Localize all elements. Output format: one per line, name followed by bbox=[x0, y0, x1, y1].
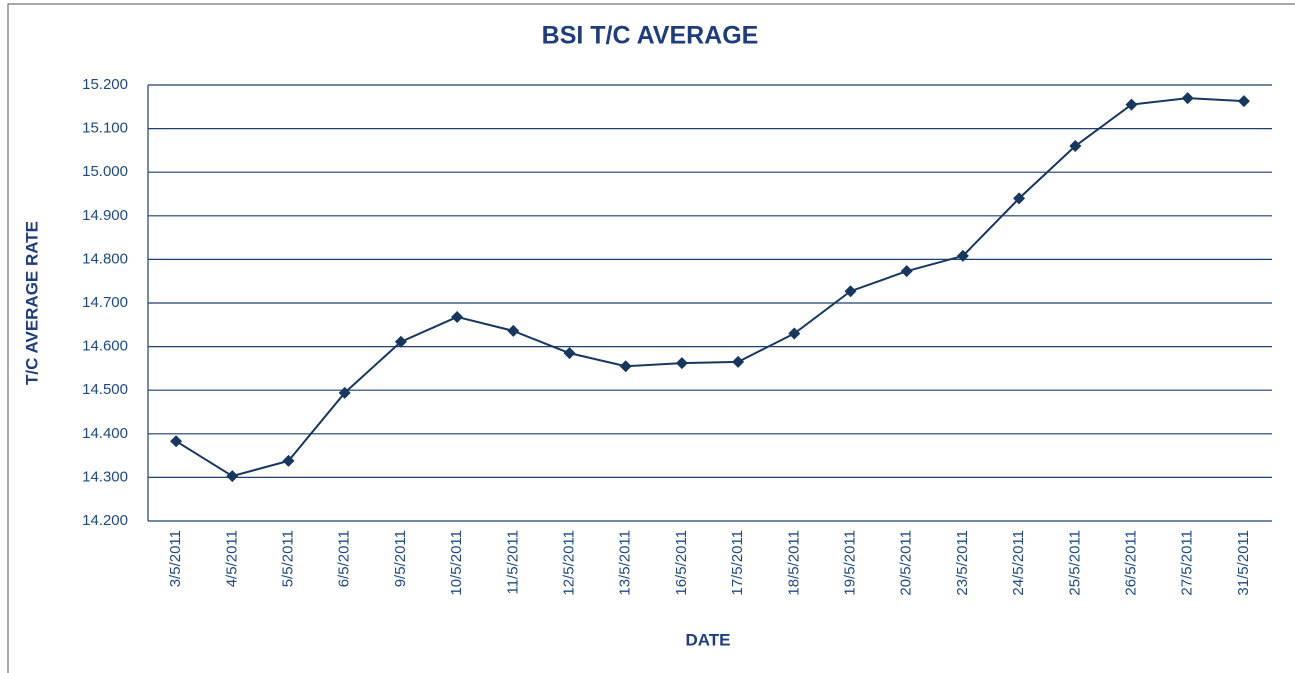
y-tick-label: 14.300 bbox=[82, 468, 128, 485]
x-tick-label: 31/5/2011 bbox=[1235, 530, 1252, 596]
data-point bbox=[451, 310, 464, 323]
x-tick-label: 19/5/2011 bbox=[841, 530, 858, 596]
x-axis-title: DATE bbox=[685, 630, 730, 649]
y-tick-label: 14.600 bbox=[82, 338, 128, 355]
y-tick-label: 14.500 bbox=[82, 381, 128, 398]
y-tick-label: 14.800 bbox=[82, 250, 128, 267]
data-point bbox=[1181, 92, 1194, 105]
y-tick-label: 14.200 bbox=[82, 512, 128, 529]
data-point bbox=[338, 386, 351, 399]
data-point bbox=[788, 327, 801, 340]
x-tick-label: 9/5/2011 bbox=[392, 530, 409, 587]
x-tick-label: 6/5/2011 bbox=[336, 530, 353, 587]
data-point bbox=[844, 285, 857, 298]
data-point bbox=[619, 360, 632, 373]
data-point bbox=[563, 347, 576, 360]
x-tick-label: 12/5/2011 bbox=[560, 530, 577, 596]
x-tick-label: 17/5/2011 bbox=[729, 530, 746, 596]
chart-border bbox=[7, 3, 1295, 673]
data-point bbox=[675, 357, 688, 370]
x-tick-label: 26/5/2011 bbox=[1122, 530, 1139, 596]
x-tick-label: 27/5/2011 bbox=[1179, 530, 1196, 596]
data-point bbox=[956, 249, 969, 262]
data-point bbox=[1069, 140, 1082, 153]
y-axis-title: T/C AVERAGE RATE bbox=[22, 221, 41, 385]
data-point bbox=[170, 435, 183, 448]
x-tick-label: 23/5/2011 bbox=[954, 530, 971, 596]
x-tick-label: 13/5/2011 bbox=[617, 530, 634, 596]
data-point bbox=[507, 324, 520, 337]
x-tick-label: 11/5/2011 bbox=[504, 530, 521, 595]
x-tick-label: 25/5/2011 bbox=[1066, 530, 1083, 596]
x-tick-label: 5/5/2011 bbox=[279, 530, 296, 587]
data-point bbox=[1237, 95, 1250, 108]
data-point bbox=[732, 355, 745, 368]
y-tick-label: 14.900 bbox=[82, 207, 128, 224]
y-tick-label: 14.400 bbox=[82, 425, 128, 442]
y-tick-label: 15.100 bbox=[82, 120, 128, 137]
x-tick-label: 16/5/2011 bbox=[673, 530, 690, 596]
x-tick-label: 24/5/2011 bbox=[1010, 530, 1027, 596]
data-point bbox=[282, 454, 295, 467]
y-tick-label: 15.200 bbox=[82, 76, 128, 93]
y-tick-label: 14.700 bbox=[82, 294, 128, 311]
data-line bbox=[175, 97, 1244, 478]
x-tick-label: 3/5/2011 bbox=[167, 530, 184, 587]
x-tick-label: 18/5/2011 bbox=[785, 530, 802, 596]
data-point bbox=[1013, 192, 1026, 205]
x-tick-label: 20/5/2011 bbox=[898, 530, 915, 596]
data-point bbox=[1125, 98, 1138, 111]
data-point bbox=[394, 335, 407, 348]
x-tick-label: 4/5/2011 bbox=[223, 530, 240, 587]
x-tick-label: 10/5/2011 bbox=[448, 530, 465, 596]
data-point bbox=[226, 470, 239, 483]
chart-title: BSI T/C AVERAGE bbox=[542, 22, 759, 50]
y-tick-label: 15.000 bbox=[82, 163, 128, 180]
data-point bbox=[900, 265, 913, 278]
